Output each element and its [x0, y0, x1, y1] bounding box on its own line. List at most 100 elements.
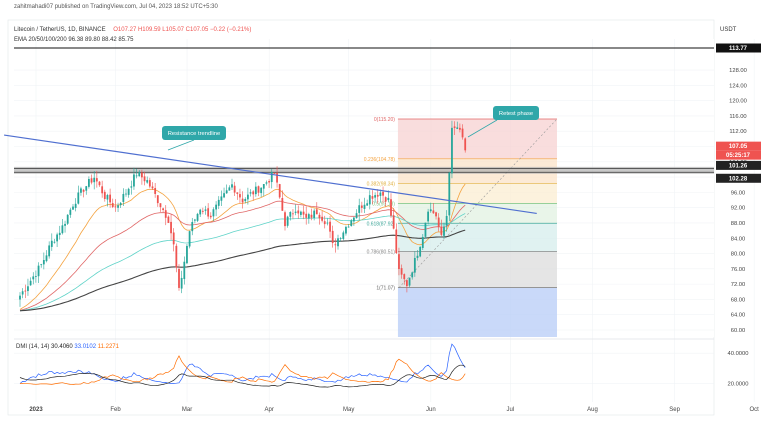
y-tick-label: 128.00: [729, 68, 747, 74]
candle-body: [347, 226, 350, 228]
x-tick-label: Feb: [110, 407, 121, 413]
candle-body: [233, 185, 236, 193]
candle-body: [162, 208, 164, 211]
candle-body: [289, 211, 292, 217]
candle-body: [265, 182, 268, 184]
candle-body: [223, 193, 225, 198]
candle-body: [114, 206, 117, 208]
dmi-legend-value: 30.4060: [51, 344, 74, 350]
candle-body: [244, 199, 247, 202]
candle-body: [228, 187, 231, 191]
candle-body: [143, 176, 146, 182]
candle-body: [186, 245, 188, 264]
candle-body: [331, 230, 334, 244]
fib-zone: [397, 203, 557, 224]
candle-body: [337, 238, 339, 247]
dmi-legend[interactable]: DMI (14, 14) 30.4060 33.0102 11.2271: [16, 344, 120, 350]
candle-body: [323, 221, 326, 225]
candle-body: [395, 229, 398, 253]
y-tick-label: 120.00: [729, 99, 747, 105]
candle-body: [358, 205, 361, 213]
candle-body: [413, 257, 416, 273]
candle-body: [88, 178, 90, 187]
candle-body: [315, 209, 318, 215]
x-tick-label: Apr: [265, 407, 274, 413]
candle-body: [29, 280, 32, 286]
candle-body: [19, 295, 21, 300]
candle-body: [90, 178, 93, 183]
y-tick-label: 88.00: [731, 221, 746, 227]
candle-body: [141, 172, 143, 178]
candle-body: [82, 189, 85, 192]
candle-body: [440, 226, 443, 235]
candle-body: [294, 211, 297, 213]
candle-body: [80, 188, 82, 193]
y-tick-label: 112.00: [729, 129, 746, 135]
published-line: zahitmahadi07 published on TradingView.c…: [14, 4, 218, 10]
candle-body: [453, 126, 456, 128]
dmi-tick-label: 20.0000: [728, 382, 749, 388]
adx-line: [19, 364, 466, 388]
candle-body: [247, 194, 249, 200]
candle-body: [103, 191, 106, 199]
candle-body: [85, 186, 88, 191]
ema-legend[interactable]: EMA 20/50/100/200 96.38 89.80 88.42 85.7…: [14, 37, 134, 43]
candle-body: [318, 214, 321, 219]
candle-body: [159, 203, 162, 208]
resistance-callout-pointer: [167, 139, 195, 151]
x-tick-label: Aug: [587, 407, 598, 413]
candle-body: [21, 291, 24, 295]
candle-body: [292, 213, 294, 215]
candle-body: [400, 268, 403, 275]
candle-body: [329, 221, 331, 232]
candle-body: [64, 223, 66, 226]
candle-body: [127, 188, 130, 195]
candle-body: [172, 232, 175, 245]
candle-body: [384, 197, 387, 202]
x-tick-label: Jun: [426, 407, 436, 413]
candle-body: [66, 214, 69, 224]
candle-body: [429, 209, 432, 212]
candle-body: [254, 186, 257, 195]
candle-body: [95, 178, 98, 182]
trendline[interactable]: [4, 134, 537, 215]
candle-body: [135, 175, 138, 177]
horizontal-levels[interactable]: [14, 47, 714, 174]
candle-body: [180, 277, 183, 289]
candle-body: [61, 225, 64, 234]
candle-body: [355, 213, 358, 219]
symbol-title[interactable]: Litecoin / TetherUS, 1D, BINANCE: [14, 27, 106, 33]
price-axis[interactable]: 60.00 64.00 68.00 72.00 76.00 80.00 84.00 88.00…: [716, 43, 761, 335]
candle-body: [56, 234, 58, 242]
y-tick-label: 60.00: [731, 328, 746, 334]
candle-body: [204, 209, 207, 211]
y-tick-label: 64.00: [731, 313, 746, 319]
candle-body: [297, 210, 300, 214]
candle-body: [72, 206, 74, 210]
candle-body: [40, 264, 43, 266]
candle-body: [366, 203, 369, 206]
time-axis[interactable]: 2023 Feb Mar Apr May Jun Jul Aug Sep Oct: [29, 407, 759, 413]
candle-body: [360, 205, 363, 208]
candle-body: [122, 193, 125, 202]
resistance-trendline[interactable]: [4, 134, 537, 215]
candle-body: [207, 208, 210, 217]
candle-body: [133, 174, 135, 187]
candle-body: [231, 184, 233, 188]
candle-body: [249, 192, 252, 194]
candle-body: [146, 180, 149, 183]
resistance-callout-box: [162, 126, 226, 140]
candle-body: [27, 286, 29, 292]
candle-body: [42, 260, 45, 265]
fib-zone: [397, 118, 557, 159]
candle-body: [273, 173, 276, 175]
candle-body: [220, 196, 223, 201]
candle-body: [353, 217, 355, 222]
grid: [14, 39, 755, 402]
retest-callout-pointer: [467, 119, 498, 138]
candle-body: [37, 265, 40, 277]
candle-body: [194, 219, 196, 221]
fib-level-label: 1(71.07): [376, 286, 395, 292]
candle-body: [398, 254, 400, 270]
candle-body: [268, 180, 270, 183]
